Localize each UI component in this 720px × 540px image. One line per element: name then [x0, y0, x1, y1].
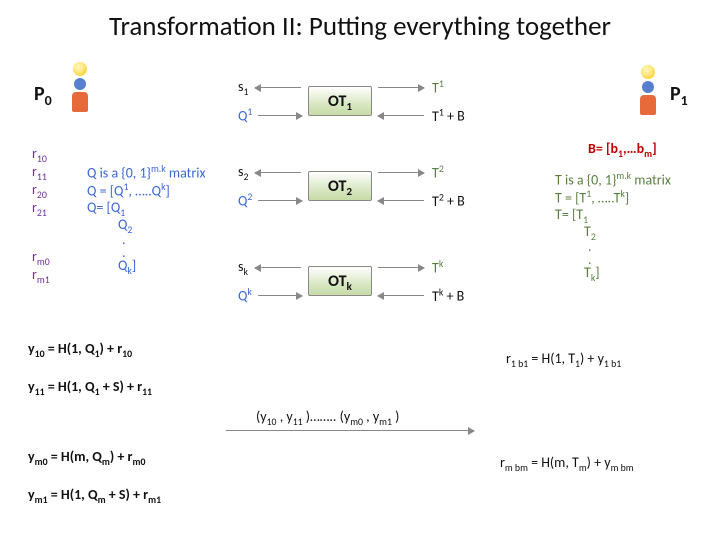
tkb-label: Tk + B: [432, 286, 464, 305]
lightbulb-icon: [73, 62, 87, 76]
person-left-icon: [68, 78, 92, 124]
t-desc-7: Tk]: [584, 264, 600, 284]
tuple-label: (y10 , y11 )…….. (ym0 , ym1 ): [256, 408, 399, 428]
arrow-q1: [258, 115, 302, 116]
rm1-label: rm1: [32, 266, 50, 286]
ot2-box: OT2: [308, 171, 372, 201]
otk-box: OTk: [308, 266, 372, 296]
eq-ym0: ym0 = H(m, Qm) + rm0: [28, 448, 145, 468]
arrow-tkb: [378, 295, 424, 296]
arrow-t2b: [378, 200, 424, 201]
ot1-box: OT1: [308, 86, 372, 116]
arrow-t2: [378, 172, 424, 173]
t-desc-1: T is a {0, 1}m.k matrix: [555, 170, 671, 189]
s2-label: s2: [238, 163, 248, 183]
b-vector-label: B= [b1,…bm]: [588, 140, 657, 160]
t-desc-2: T = [T1, …..Tk]: [555, 188, 629, 207]
arrow-t1: [378, 87, 424, 88]
t2-label: T2: [432, 163, 444, 182]
slide-title: Transformation II: Putting everything to…: [0, 10, 720, 43]
p1-label: P1: [670, 82, 688, 109]
r10-label: r10: [32, 145, 47, 165]
qk-label: Qk: [238, 286, 252, 305]
eq-y11: y11 = H(1, Q1 + S) + r11: [28, 378, 152, 398]
q-desc-1: Q is a {0, 1}m.k matrix: [87, 163, 206, 182]
arrow-qk: [258, 295, 302, 296]
arrow-q2: [258, 200, 302, 201]
arrow-t1b: [378, 115, 424, 116]
r11-label: r11: [32, 163, 47, 183]
eq-r1b1: r1 b1 = H(1, T1) + y1 b1: [506, 350, 621, 370]
arrow-tk: [378, 267, 424, 268]
q-desc-7: Qk]: [118, 257, 136, 277]
t2b-label: T2 + B: [432, 191, 465, 210]
arrow-tuple: [226, 430, 474, 431]
q1-label: Q1: [238, 106, 252, 125]
arrow-sk: [255, 267, 301, 268]
r20-label: r20: [32, 181, 47, 201]
r21-label: r21: [32, 199, 47, 219]
p0-label: P0: [34, 82, 52, 109]
q-desc-2: Q = [Q1, …..Qk]: [87, 181, 170, 200]
arrow-s1: [255, 87, 301, 88]
eq-rmbm: rm bm = H(m, Tm) + ym bm: [500, 454, 634, 474]
lightbulb-right-icon: [641, 65, 655, 79]
tk-label: Tk: [432, 258, 443, 277]
arrow-s2: [255, 172, 301, 173]
sk-label: sk: [238, 258, 248, 278]
person-right-icon: [636, 81, 660, 127]
eq-ym1: ym1 = H(1, Qm + S) + rm1: [28, 486, 161, 506]
eq-y10: y10 = H(1, Q1) + r10: [28, 340, 132, 360]
rm0-label: rm0: [32, 248, 50, 268]
t1b-label: T1 + B: [432, 106, 465, 125]
q2-label: Q2: [238, 191, 252, 210]
s1-label: s1: [238, 78, 248, 98]
t1-label: T1: [432, 78, 444, 97]
